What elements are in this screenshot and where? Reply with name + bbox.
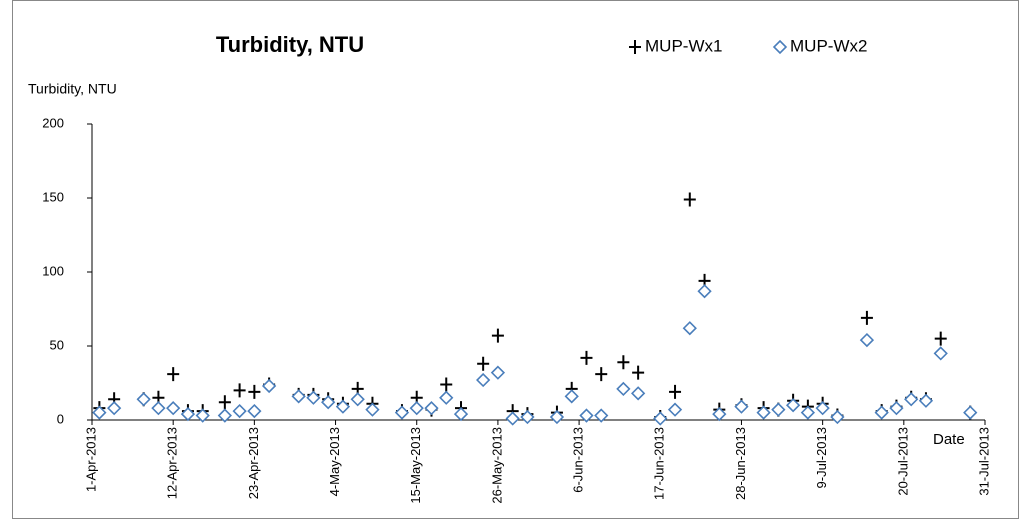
legend-label: MUP-Wx2 bbox=[790, 36, 867, 55]
data-point bbox=[321, 395, 336, 410]
data-point bbox=[756, 405, 771, 420]
data-point bbox=[291, 389, 306, 404]
data-point bbox=[409, 401, 424, 416]
x-tick-label: 31-Jul-2013 bbox=[976, 427, 991, 496]
y-tick-label: 150 bbox=[42, 189, 64, 204]
data-point bbox=[247, 403, 262, 419]
data-point bbox=[453, 406, 469, 422]
x-tick-label: 12-Apr-2013 bbox=[165, 427, 180, 499]
data-point bbox=[933, 346, 948, 361]
x-tick-label: 20-Jul-2013 bbox=[895, 427, 910, 496]
data-point bbox=[350, 392, 365, 407]
data-point bbox=[394, 405, 410, 420]
data-point bbox=[195, 408, 210, 423]
data-point bbox=[248, 384, 261, 399]
data-point bbox=[595, 367, 608, 382]
data-point bbox=[167, 367, 180, 382]
data-point bbox=[874, 405, 889, 420]
data-point bbox=[683, 192, 696, 207]
data-point bbox=[859, 332, 875, 348]
data-point bbox=[232, 403, 247, 419]
x-tick-label: 6-Jun-2013 bbox=[571, 427, 586, 493]
data-point bbox=[365, 402, 380, 417]
x-tick-label: 15-May-2013 bbox=[408, 427, 423, 504]
data-point bbox=[505, 411, 520, 426]
x-tick-label: 9-Jul-2013 bbox=[814, 427, 829, 488]
data-point bbox=[697, 284, 712, 299]
data-point bbox=[616, 381, 631, 397]
data-point bbox=[520, 409, 535, 425]
y-tick-label: 0 bbox=[57, 411, 64, 426]
data-point bbox=[904, 392, 919, 407]
y-tick-label: 50 bbox=[50, 337, 64, 352]
data-point bbox=[306, 390, 321, 405]
y-tick-label: 100 bbox=[42, 263, 64, 278]
data-point bbox=[440, 377, 453, 392]
data-point bbox=[564, 389, 579, 404]
data-point bbox=[335, 399, 351, 414]
data-point bbox=[734, 399, 749, 414]
data-point bbox=[771, 402, 786, 417]
data-point bbox=[261, 378, 277, 394]
x-tick-label: 28-Jun-2013 bbox=[733, 427, 748, 500]
data-point bbox=[830, 409, 845, 425]
y-axis-label: Turbidity, NTU bbox=[28, 81, 117, 97]
data-point bbox=[218, 395, 231, 410]
data-point bbox=[549, 409, 565, 425]
data-point bbox=[476, 372, 491, 388]
data-point bbox=[617, 355, 630, 370]
data-point bbox=[579, 408, 594, 423]
data-point bbox=[233, 383, 246, 398]
data-point bbox=[860, 310, 873, 325]
data-point bbox=[107, 401, 122, 416]
x-axis-label: Date bbox=[933, 431, 965, 448]
x-tick-label: 17-Jun-2013 bbox=[652, 427, 667, 500]
data-point bbox=[490, 365, 506, 380]
data-point bbox=[424, 401, 439, 416]
y-tick-label: 200 bbox=[42, 115, 64, 130]
data-point bbox=[580, 350, 593, 365]
data-point bbox=[491, 328, 504, 343]
data-point bbox=[166, 401, 181, 416]
data-point bbox=[934, 331, 947, 346]
data-point bbox=[682, 321, 697, 336]
data-point bbox=[918, 393, 934, 408]
legend-label: MUP-Wx1 bbox=[645, 36, 722, 55]
chart-title: Turbidity, NTU bbox=[216, 32, 364, 57]
x-tick-label: 4-May-2013 bbox=[327, 427, 342, 496]
data-point bbox=[477, 356, 490, 371]
data-point bbox=[712, 406, 727, 422]
data-point bbox=[667, 402, 683, 417]
data-point bbox=[439, 390, 454, 405]
x-tick-label: 1-Apr-2013 bbox=[83, 427, 98, 492]
data-point bbox=[217, 408, 232, 423]
data-point bbox=[815, 401, 830, 416]
data-point bbox=[800, 405, 816, 420]
data-point bbox=[92, 405, 107, 420]
data-point bbox=[594, 408, 609, 423]
x-tick-label: 23-Apr-2013 bbox=[246, 427, 261, 499]
data-point bbox=[631, 386, 646, 401]
data-point bbox=[180, 406, 196, 422]
data-point bbox=[669, 384, 682, 399]
data-point bbox=[136, 392, 151, 407]
x-tick-label: 26-May-2013 bbox=[489, 427, 504, 504]
legend-marker bbox=[629, 40, 641, 54]
data-point bbox=[653, 411, 668, 426]
data-point bbox=[785, 398, 801, 413]
legend-marker bbox=[772, 39, 788, 55]
data-point bbox=[151, 401, 166, 416]
chart-frame bbox=[12, 0, 1019, 519]
data-point bbox=[632, 365, 645, 380]
data-point bbox=[889, 401, 904, 416]
data-point bbox=[963, 405, 978, 420]
